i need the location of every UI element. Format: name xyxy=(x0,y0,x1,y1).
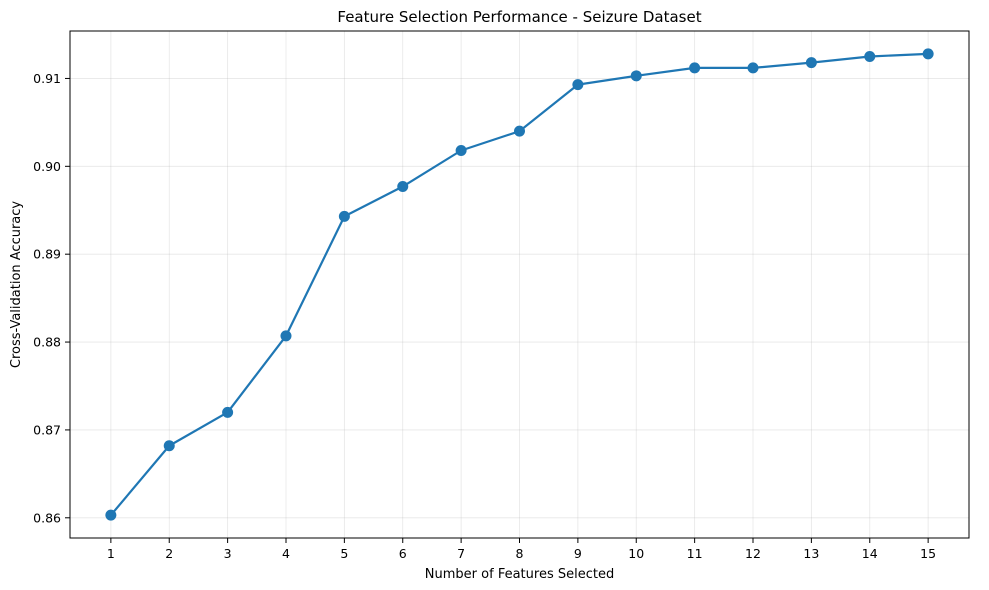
data-point xyxy=(630,70,642,82)
y-tick-label: 0.88 xyxy=(33,335,61,350)
x-tick-label: 5 xyxy=(340,546,348,561)
axis-ticks: 1 2 3 4 5 6 7 8 9 10 11 12 13 14 150.860.870.880.890.9… xyxy=(33,71,936,561)
data-point xyxy=(922,48,934,60)
data-point xyxy=(572,79,584,91)
data-point xyxy=(805,57,817,69)
y-tick-label: 0.89 xyxy=(33,247,61,262)
data-point xyxy=(105,509,117,521)
y-tick-label: 0.91 xyxy=(33,71,61,86)
x-tick-label: 11 xyxy=(687,546,703,561)
series-layer xyxy=(105,48,934,521)
data-point xyxy=(747,62,759,74)
x-tick-label: 1 xyxy=(107,546,115,561)
x-tick-label: 14 xyxy=(862,546,878,561)
data-point xyxy=(338,210,350,222)
x-tick-label: 12 xyxy=(745,546,761,561)
data-point xyxy=(514,125,525,137)
data-point xyxy=(397,181,409,193)
x-tick-label: 3 xyxy=(224,546,232,561)
x-tick-label: 2 xyxy=(165,546,173,561)
x-tick-label: 4 xyxy=(282,546,290,561)
data-point xyxy=(280,330,292,342)
data-point xyxy=(222,406,234,418)
x-tick-label: 10 xyxy=(628,546,644,561)
data-point xyxy=(455,145,467,157)
x-tick-label: 6 xyxy=(399,546,407,561)
grid xyxy=(70,31,969,538)
data-point xyxy=(864,50,876,62)
x-tick-label: 7 xyxy=(457,546,465,561)
y-axis-label: Cross-Validation Accuracy xyxy=(9,201,24,369)
x-axis-label: Number of Features Selected xyxy=(425,567,614,582)
y-tick-label: 0.90 xyxy=(33,159,61,174)
x-tick-label: 13 xyxy=(803,546,819,561)
y-tick-label: 0.87 xyxy=(33,422,61,437)
chart-title: Feature Selection Performance - Seizure … xyxy=(337,8,701,26)
data-point xyxy=(689,62,701,74)
x-tick-label: 8 xyxy=(516,546,524,561)
x-tick-label: 9 xyxy=(574,546,582,561)
x-tick-label: 15 xyxy=(920,546,936,561)
data-point xyxy=(163,440,175,452)
y-tick-label: 0.86 xyxy=(33,510,61,525)
